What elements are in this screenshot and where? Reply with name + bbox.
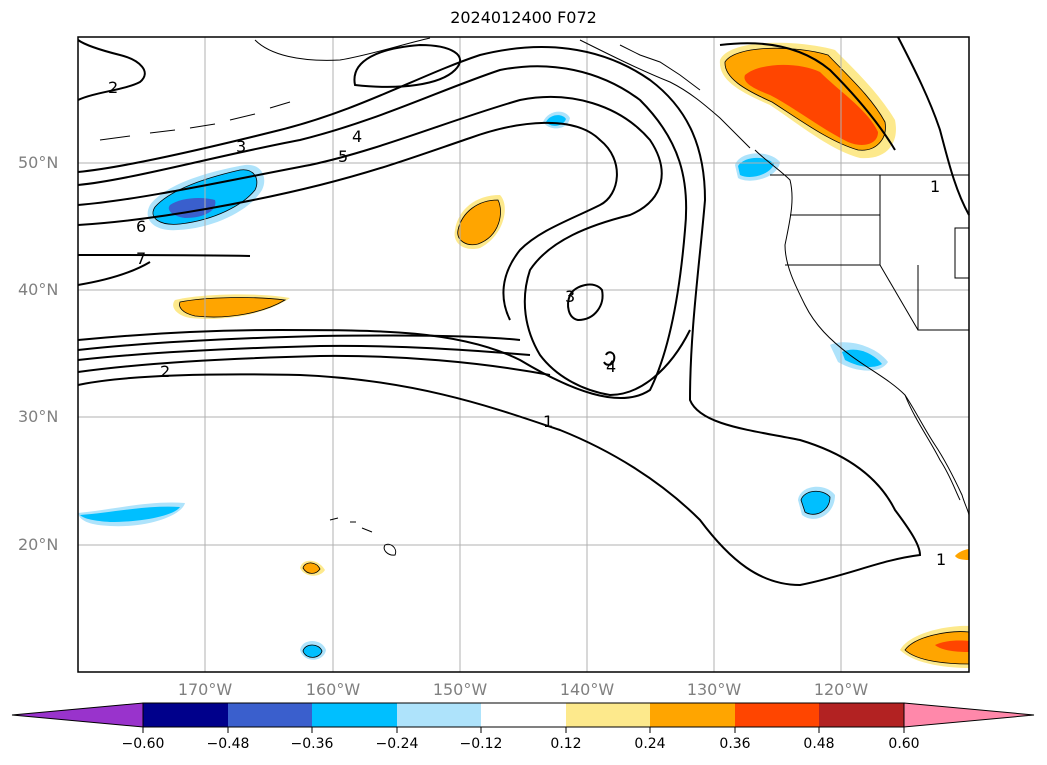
contour-label: 3 bbox=[565, 287, 575, 306]
contour-label: 1 bbox=[936, 550, 946, 569]
colorbar-tick-label: 0.60 bbox=[888, 736, 920, 752]
colorbar-tick-label: 0.12 bbox=[550, 736, 582, 752]
map-title: 2024012400 F072 bbox=[450, 8, 597, 27]
contour-label: 2 bbox=[108, 78, 118, 97]
contour-label: 4 bbox=[352, 127, 362, 146]
contour-label: 4 bbox=[606, 357, 616, 376]
map-frame bbox=[77, 36, 970, 673]
lat-label: 40°N bbox=[18, 280, 59, 299]
contour-label: 1 bbox=[543, 412, 553, 431]
lon-label: 120°W bbox=[813, 680, 869, 699]
lon-label: 130°W bbox=[686, 680, 742, 699]
colorbar-extend-low bbox=[11, 702, 144, 728]
colorbar-tick-label: 0.48 bbox=[803, 736, 835, 752]
contour-label: 1 bbox=[930, 177, 940, 196]
colorbar-bin bbox=[650, 703, 735, 727]
contour-labels: 2 3 4 5 6 7 2 3 4 1 1 1 bbox=[108, 78, 946, 569]
lon-label: 160°W bbox=[305, 680, 361, 699]
lat-label: 50°N bbox=[18, 153, 59, 172]
lat-label: 20°N bbox=[18, 535, 59, 554]
contours bbox=[77, 36, 970, 587]
lon-label: 140°W bbox=[559, 680, 615, 699]
coastlines bbox=[99, 37, 970, 556]
colorbar-bin bbox=[481, 703, 566, 727]
colorbar-tick-label: 0.24 bbox=[634, 736, 666, 752]
contour-label: 5 bbox=[338, 147, 348, 166]
colorbar-extend-high bbox=[903, 702, 1035, 728]
contour-label: 2 bbox=[160, 362, 170, 381]
contour-label: 6 bbox=[136, 217, 146, 236]
colorbar-bin bbox=[566, 703, 650, 727]
colorbar-bin bbox=[735, 703, 819, 727]
colorbar-tick-label: −0.24 bbox=[375, 736, 419, 752]
colorbar-tick-label: −0.48 bbox=[206, 736, 250, 752]
lat-label: 30°N bbox=[18, 407, 59, 426]
colorbar-tick-label: −0.60 bbox=[121, 736, 165, 752]
gridlines bbox=[78, 37, 969, 672]
contour-label: 3 bbox=[236, 137, 246, 156]
contour-label: 7 bbox=[136, 249, 146, 268]
colorbar-bin bbox=[228, 703, 312, 727]
colorbar-bin bbox=[819, 703, 904, 727]
colorbar-tick-label: −0.36 bbox=[290, 736, 334, 752]
colorbar-bin bbox=[397, 703, 481, 727]
colorbar-bin bbox=[312, 703, 397, 727]
colorbar-tick-label: −0.12 bbox=[459, 736, 503, 752]
lon-label: 150°W bbox=[432, 680, 488, 699]
colorbar bbox=[11, 702, 1035, 733]
colorbar-tick-label: 0.36 bbox=[719, 736, 751, 752]
lon-label: 170°W bbox=[177, 680, 233, 699]
colorbar-bin bbox=[143, 703, 228, 727]
